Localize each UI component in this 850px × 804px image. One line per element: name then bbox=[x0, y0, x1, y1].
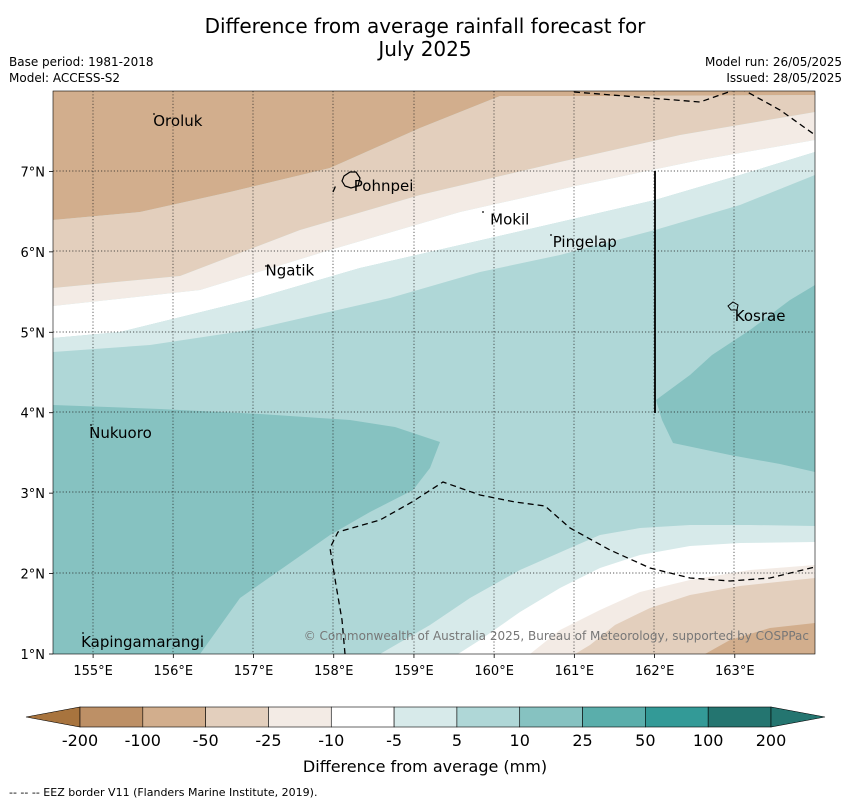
contour-neg10-neg5 bbox=[53, 112, 815, 306]
copyright-notice: © Commonwealth of Australia 2025, Bureau… bbox=[304, 629, 809, 643]
lat-tick-label: 2°N bbox=[21, 568, 46, 583]
colorbar-segment bbox=[393, 706, 458, 728]
colorbar-segment bbox=[142, 706, 206, 728]
lat-tick-label: 6°N bbox=[21, 246, 46, 261]
lon-tick-label: 159°E bbox=[394, 664, 434, 679]
lon-tick-label: 160°E bbox=[474, 664, 514, 679]
colorbar-segment bbox=[330, 706, 395, 728]
colorbar-tick-label: 10 bbox=[510, 731, 530, 750]
lon-tick-label: 161°E bbox=[555, 664, 595, 679]
colorbar-tick-label: -200 bbox=[62, 731, 98, 750]
colorbar-arrow-low bbox=[25, 706, 81, 728]
lat-tick-label: 5°N bbox=[21, 326, 46, 341]
place-label-mokil: Mokil bbox=[490, 211, 529, 229]
lon-tick-label: 155°E bbox=[73, 664, 113, 679]
map-title-line2: July 2025 bbox=[378, 37, 472, 61]
colorbar-segment bbox=[645, 706, 709, 728]
lat-tick-label: 3°N bbox=[21, 487, 46, 502]
colorbar-label: Difference from average (mm) bbox=[303, 757, 547, 776]
colorbar-tick-label: -5 bbox=[386, 731, 402, 750]
meta-issued: Issued: 28/05/2025 bbox=[726, 71, 842, 85]
colorbar-tick-label: 200 bbox=[756, 731, 787, 750]
place-label-kosrae: Kosrae bbox=[735, 307, 786, 325]
colorbar-segment bbox=[456, 706, 521, 728]
graticule bbox=[53, 91, 815, 654]
colorbar-tick-label: -50 bbox=[193, 731, 219, 750]
lat-tick-label: 7°N bbox=[21, 165, 46, 180]
place-labels: Oroluk Pohnpei Mokil Pingelap Ngatik Kosrae Nu… bbox=[81, 112, 785, 651]
place-label-pohnpei: Pohnpei bbox=[354, 177, 414, 195]
lon-tick-label: 158°E bbox=[314, 664, 354, 679]
pohnpei-island bbox=[341, 171, 361, 189]
colorbar-tick-label: -100 bbox=[125, 731, 161, 750]
longitude-axis: 155°E 156°E 157°E 158°E 159°E 160°E 161°E 162°E… bbox=[73, 654, 755, 679]
colorbar-segment bbox=[268, 706, 332, 728]
lon-tick-label: 156°E bbox=[154, 664, 194, 679]
place-label-nukuoro: Nukuoro bbox=[89, 424, 152, 442]
lon-tick-label: 157°E bbox=[234, 664, 274, 679]
contour-25-50-south bbox=[53, 405, 440, 654]
footer-note: -- -- -- EEZ border V11 (Flanders Marine… bbox=[9, 786, 318, 799]
lon-tick-label: 163°E bbox=[715, 664, 755, 679]
lat-tick-label: 4°N bbox=[21, 407, 46, 422]
colorbar-segment bbox=[707, 706, 772, 728]
meta-model-run: Model run: 26/05/2025 bbox=[704, 55, 842, 69]
place-label-ngatik: Ngatik bbox=[266, 261, 315, 279]
colorbar-arrow-high bbox=[770, 706, 826, 728]
colorbar-tick-label: -25 bbox=[255, 731, 281, 750]
colorbar-tick-label: 50 bbox=[635, 731, 655, 750]
colorbar-tick-label: 5 bbox=[452, 731, 462, 750]
colorbar-tick-label: -10 bbox=[318, 731, 344, 750]
contour-neg5-5 bbox=[53, 140, 815, 338]
colorbar-segment bbox=[519, 706, 583, 728]
contour-25-50-east bbox=[656, 285, 815, 472]
map-frame bbox=[52, 90, 816, 655]
place-label-oroluk: Oroluk bbox=[153, 112, 202, 130]
contour-neg50-neg25-south bbox=[705, 623, 815, 654]
island-dots bbox=[82, 113, 552, 634]
lon-tick-label: 162°E bbox=[635, 664, 675, 679]
contour-neg25-neg10 bbox=[53, 95, 815, 288]
rainfall-contours: Oroluk Pohnpei Mokil Pingelap Ngatik Kosrae Nu… bbox=[53, 91, 815, 654]
map-title-line1: Difference from average rainfall forecas… bbox=[204, 14, 646, 38]
contour-5-10 bbox=[53, 152, 815, 352]
kosrae-island bbox=[727, 301, 739, 311]
meta-model: Model: ACCESS-S2 bbox=[9, 71, 121, 85]
colorbar-tick-label: 100 bbox=[693, 731, 724, 750]
colorbar-segment bbox=[79, 706, 144, 728]
place-label-pingelap: Pingelap bbox=[553, 233, 617, 251]
place-label-kapingamarangi: Kapingamarangi bbox=[81, 633, 204, 651]
latitude-axis: 1°N 2°N 3°N 4°N 5°N 6°N 7°N bbox=[21, 165, 53, 663]
colorbar-tick-label: 25 bbox=[572, 731, 592, 750]
colorbar: -200 -100 -50 -25 -10 -5 5 10 25 50 100 200 bbox=[25, 706, 826, 750]
lat-tick-label: 1°N bbox=[21, 648, 46, 663]
colorbar-segment bbox=[205, 706, 269, 728]
colorbar-segment bbox=[582, 706, 646, 728]
meta-base-period: Base period: 1981-2018 bbox=[9, 55, 154, 69]
contour-neg50-neg25 bbox=[53, 91, 815, 220]
eez-border bbox=[329, 91, 815, 654]
